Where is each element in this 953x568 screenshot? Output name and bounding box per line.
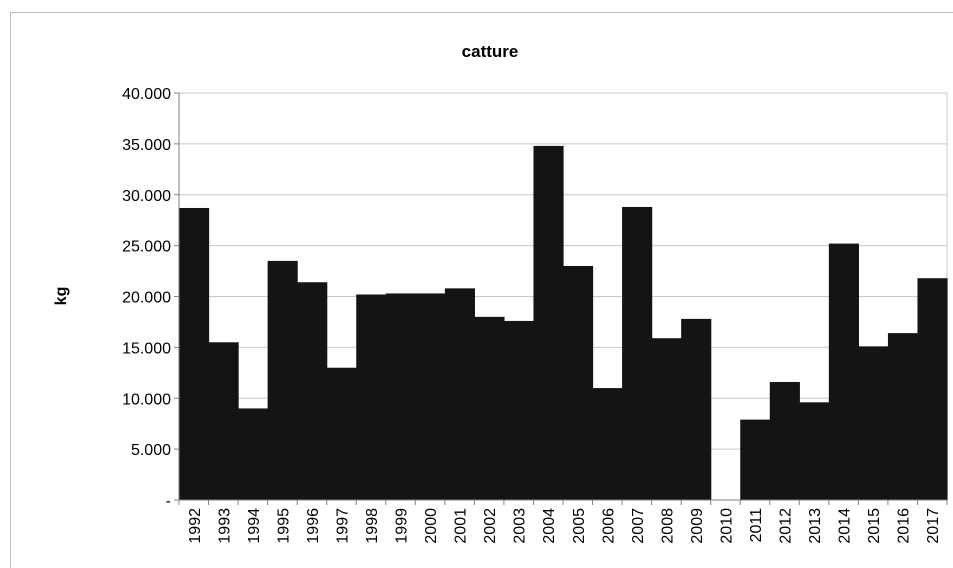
bar-1992 <box>179 207 210 501</box>
bar-1999 <box>385 293 416 500</box>
bar-2007 <box>622 206 653 500</box>
y-tick-label: 20.000 <box>122 290 171 307</box>
bar-1995 <box>267 260 298 500</box>
x-tick-label: 1997 <box>334 508 351 544</box>
x-tick-label: 2007 <box>630 508 647 544</box>
x-tick-label: 1993 <box>216 508 233 544</box>
chart-frame <box>10 12 953 568</box>
x-tick-label: 2001 <box>453 508 470 544</box>
y-tick-label: - <box>166 493 171 510</box>
x-tick-label: 1998 <box>364 508 381 544</box>
bar-2013 <box>799 402 830 500</box>
x-tick-label: 2009 <box>689 508 706 544</box>
bar-2001 <box>444 288 475 500</box>
bar-1997 <box>326 367 357 500</box>
y-tick-label: 25.000 <box>122 239 171 256</box>
x-tick-label: 2016 <box>896 508 913 544</box>
x-tick-label: 2002 <box>482 508 499 544</box>
x-tick-label: 1992 <box>187 508 204 544</box>
x-tick-label: 1996 <box>305 508 322 544</box>
x-tick-label: 2011 <box>748 508 765 543</box>
y-tick-label: 35.000 <box>122 137 171 154</box>
chart-title: catture <box>462 42 519 61</box>
x-tick-labels: 1992 1993 1994 1995 1996 1997 1998 1999 2000 2001… <box>187 508 942 544</box>
bar-1996 <box>297 282 328 500</box>
x-tick-label: 1999 <box>394 508 411 544</box>
bar-2003 <box>503 320 535 500</box>
x-tick-label: 2017 <box>925 508 942 544</box>
y-tick-labels: - 5.000 10.000 15.000 20.000 25.000 30.000 35.0… <box>122 86 171 510</box>
bar-2006 <box>592 388 623 500</box>
bar-2014 <box>828 243 859 500</box>
y-tick-label: 10.000 <box>122 391 171 408</box>
y-tick-label: 40.000 <box>122 86 171 103</box>
bar-2002 <box>474 316 505 500</box>
y-tick-label: 15.000 <box>122 340 171 357</box>
x-tick-label: 2014 <box>837 508 854 544</box>
bar-2015 <box>858 346 889 500</box>
x-tick-label: 2010 <box>718 508 735 544</box>
x-tick-label: 2013 <box>807 508 824 544</box>
x-tick-label: 2005 <box>571 508 588 544</box>
bar-2012 <box>769 381 800 500</box>
y-tick-label: 30.000 <box>122 188 171 205</box>
x-tick-label: 2008 <box>659 508 676 544</box>
bar-2005 <box>563 265 594 500</box>
x-tick-label: 2004 <box>541 508 558 544</box>
x-tick-label: 2012 <box>778 508 795 544</box>
bar-1993 <box>208 342 239 500</box>
y-tick-label: 5.000 <box>131 442 171 459</box>
x-tick-label: 1994 <box>246 508 263 544</box>
x-tick-label: 2006 <box>600 508 617 544</box>
bar-2009 <box>681 318 712 500</box>
x-tick-label: 2015 <box>866 508 883 544</box>
bar-2004 <box>533 145 564 500</box>
bar-2011 <box>740 419 771 500</box>
x-tick-label: 2000 <box>423 508 440 544</box>
bar-1994 <box>238 408 269 500</box>
bar-2017 <box>917 278 948 500</box>
bar-2000 <box>415 293 446 500</box>
bar-1998 <box>356 294 387 500</box>
x-tick-label: 2003 <box>512 508 529 544</box>
x-tick-label: 1995 <box>275 508 292 544</box>
bar-2008 <box>651 338 682 500</box>
bars <box>179 145 948 501</box>
bar-2016 <box>887 333 919 500</box>
y-axis-label: kg <box>53 287 70 306</box>
axes <box>174 92 948 505</box>
